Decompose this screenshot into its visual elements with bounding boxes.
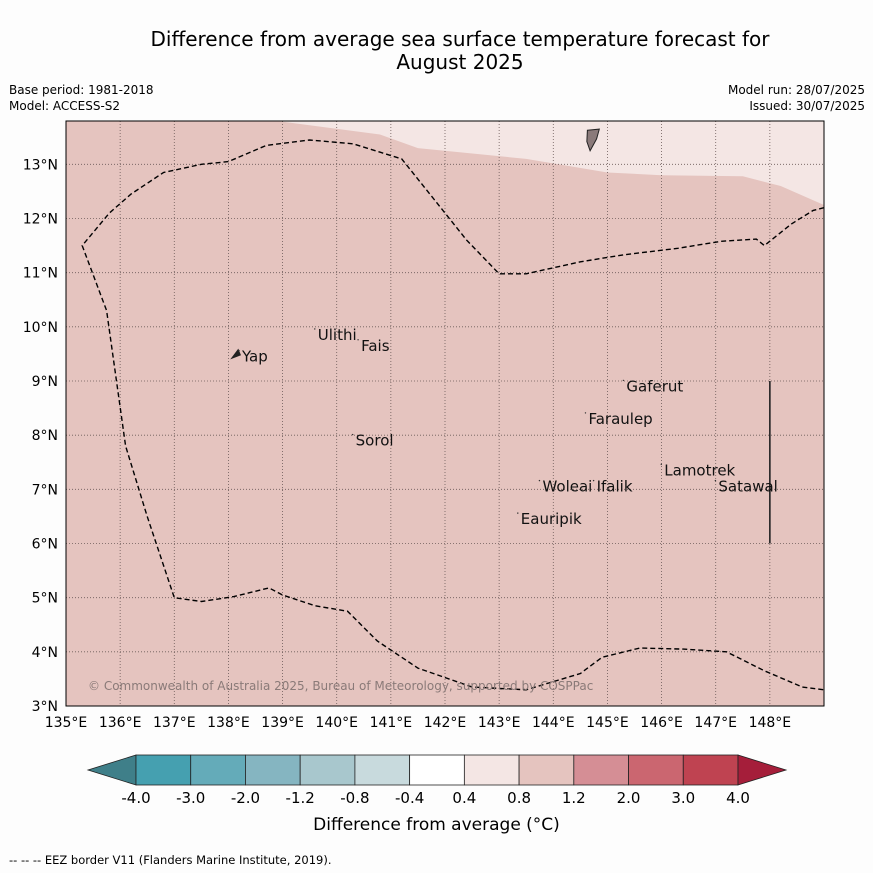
colorbar-tick-label: -3.0 — [176, 789, 205, 807]
lon-tick-label: 135°E — [45, 715, 88, 731]
place-label-ifalik: Ifalik — [597, 478, 633, 496]
model-run: Model run: 28/07/2025 — [727, 83, 865, 97]
eez-legend: -- -- -- EEZ border V11 (Flanders Marine… — [9, 853, 332, 867]
model-info: Base period: 1981-2018 Model: ACCESS-S2 — [9, 82, 154, 114]
place-marker — [314, 328, 316, 330]
lat-tick-label: 9°N — [32, 374, 58, 390]
colorbar-tick-label: -0.4 — [395, 789, 424, 807]
title-line-2: August 2025 — [396, 50, 524, 74]
colorbar-segment — [682, 754, 739, 786]
place-marker — [622, 379, 625, 382]
place-marker — [351, 433, 354, 436]
place-label-lamotrek: Lamotrek — [664, 461, 735, 479]
place-label-sorol: Sorol — [356, 432, 394, 450]
place-marker — [238, 349, 240, 352]
colorbar-tick-label: 2.0 — [617, 789, 641, 807]
colorbar-tick-label: -1.2 — [286, 789, 315, 807]
lon-tick-label: 138°E — [207, 715, 250, 731]
colorbar-segment — [135, 754, 192, 786]
guam-island — [586, 128, 600, 153]
lon-tick-label: 141°E — [370, 715, 413, 731]
colorbar-extend-low — [86, 754, 137, 786]
colorbar-title: Difference from average (°C) — [313, 815, 560, 835]
colorbar: -4.0 -3.0 -2.0 -1.2 -0.8 -0.4 0.4 0.8 1.2 2.0 3.0 4… — [86, 754, 788, 807]
colorbar-segment — [463, 754, 520, 786]
colorbar-segment — [245, 754, 301, 786]
lat-tick-label: 6°N — [32, 537, 58, 553]
place-label-fais: Fais — [361, 337, 390, 355]
place-marker — [538, 479, 541, 482]
eez-border — [81, 139, 824, 691]
lat-tick-label: 7°N — [32, 482, 58, 498]
colorbar-tick-label: -2.0 — [231, 789, 260, 807]
place-label-yap: Yap — [241, 348, 268, 366]
place-marker — [517, 512, 519, 514]
place-label-woleai: Woleai — [542, 478, 592, 496]
chart-title: Difference from average sea surface temp… — [60, 28, 860, 74]
lat-tick-label: 10°N — [23, 320, 58, 336]
place-marker — [714, 479, 717, 482]
lon-tick-label: 147°E — [694, 715, 737, 731]
lat-tick-label: 12°N — [23, 212, 58, 228]
colorbar-tick-label: -4.0 — [121, 789, 150, 807]
place-label-gaferut: Gaferut — [626, 377, 683, 395]
lon-tick-label: 142°E — [424, 715, 467, 731]
lat-tick-label: 13°N — [23, 157, 58, 173]
yap-island — [230, 348, 241, 360]
lon-tick-label: 139°E — [261, 715, 304, 731]
lon-tick-label: 140°E — [315, 715, 358, 731]
lon-tick-label: 145°E — [586, 715, 629, 731]
place-label-eauripik: Eauripik — [521, 510, 582, 528]
lat-tick-label: 8°N — [32, 428, 58, 444]
lat-tick-label: 4°N — [32, 645, 58, 661]
colorbar-tick-label: 0.8 — [507, 789, 531, 807]
place-label-ulithi: Ulithi — [318, 326, 357, 344]
lat-tick-label: 11°N — [23, 266, 58, 282]
colorbar-segment — [628, 754, 684, 786]
place-label-satawal: Satawal — [718, 478, 777, 496]
colorbar-segment — [190, 754, 246, 786]
colorbar-tick-label: 0.4 — [452, 789, 476, 807]
place-label-faraulep: Faraulep — [588, 410, 652, 428]
copyright-notice: © Commonwealth of Australia 2025, Bureau… — [88, 679, 593, 693]
colorbar-segment — [518, 754, 575, 786]
lon-tick-label: 148°E — [749, 715, 792, 731]
colorbar-segment — [354, 754, 411, 786]
lon-tick-label: 136°E — [99, 715, 142, 731]
map-frame — [65, 120, 825, 707]
place-marker — [592, 479, 595, 482]
colorbar-tick-label: 4.0 — [726, 789, 750, 807]
colorbar-segment — [299, 754, 356, 786]
lon-tick-label: 143°E — [478, 715, 521, 731]
title-line-1: Difference from average sea surface temp… — [150, 27, 770, 51]
lon-tick-label: 144°E — [532, 715, 575, 731]
base-period: Base period: 1981-2018 — [9, 83, 154, 97]
lon-tick-label: 137°E — [153, 715, 196, 731]
place-marker — [357, 339, 359, 341]
issued-date: Issued: 30/07/2025 — [749, 99, 865, 113]
colorbar-extend-high — [737, 754, 788, 786]
colorbar-tick-label: 3.0 — [671, 789, 695, 807]
place-marker — [660, 463, 662, 466]
colorbar-tick-label: 1.2 — [562, 789, 586, 807]
colorbar-segment — [409, 754, 465, 786]
place-marker — [584, 412, 587, 414]
run-info: Model run: 28/07/2025 Issued: 30/07/2025 — [728, 82, 865, 114]
lat-tick-label: 3°N — [32, 699, 58, 715]
lon-tick-label: 146°E — [640, 715, 683, 731]
anomaly-fill-lighter — [277, 121, 824, 205]
lat-tick-label: 5°N — [32, 591, 58, 607]
colorbar-segment — [573, 754, 629, 786]
colorbar-tick-label: -0.8 — [340, 789, 369, 807]
model-name: Model: ACCESS-S2 — [9, 99, 121, 113]
